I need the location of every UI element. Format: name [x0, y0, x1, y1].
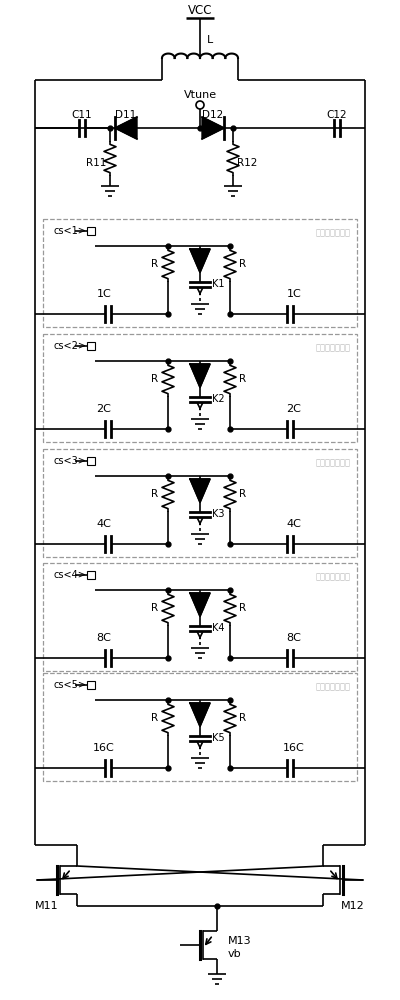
Text: R: R: [240, 489, 246, 499]
Text: 8C: 8C: [96, 633, 112, 643]
Text: Vtune: Vtune: [184, 90, 216, 100]
Text: R: R: [240, 374, 246, 384]
Text: 第四组电容开关: 第四组电容开关: [316, 572, 350, 582]
Text: 第五组电容开关: 第五组电容开关: [316, 682, 350, 692]
Text: R: R: [240, 259, 246, 269]
Polygon shape: [190, 479, 210, 502]
Text: K5: K5: [212, 733, 224, 743]
Text: R: R: [152, 489, 158, 499]
Text: K1: K1: [212, 279, 224, 289]
Text: cs<2>: cs<2>: [53, 341, 86, 351]
Text: M13: M13: [228, 936, 252, 946]
Text: R: R: [240, 713, 246, 723]
FancyBboxPatch shape: [87, 342, 95, 350]
FancyBboxPatch shape: [87, 456, 95, 464]
Text: K3: K3: [212, 509, 224, 519]
Text: 1C: 1C: [287, 289, 301, 299]
Text: R: R: [152, 603, 158, 613]
Text: cs<3>: cs<3>: [53, 456, 86, 466]
Text: L: L: [207, 35, 213, 45]
Text: R12: R12: [237, 158, 257, 168]
Text: vb: vb: [228, 949, 242, 959]
Text: C12: C12: [327, 110, 347, 120]
Polygon shape: [115, 117, 137, 139]
Text: 第三组电容开关: 第三组电容开关: [316, 458, 350, 468]
FancyBboxPatch shape: [87, 570, 95, 578]
Text: R: R: [152, 713, 158, 723]
Text: 16C: 16C: [93, 743, 115, 753]
Text: R: R: [152, 374, 158, 384]
Text: K2: K2: [212, 394, 224, 404]
Text: cs<4>: cs<4>: [53, 570, 86, 580]
Text: VCC: VCC: [188, 3, 212, 16]
Text: R11: R11: [86, 158, 106, 168]
Text: R: R: [240, 603, 246, 613]
Text: C11: C11: [72, 110, 92, 120]
Text: M11: M11: [35, 901, 59, 911]
Polygon shape: [202, 117, 224, 139]
Text: M12: M12: [341, 901, 365, 911]
Text: 第一组电容开关: 第一组电容开关: [316, 229, 350, 237]
FancyBboxPatch shape: [87, 680, 95, 688]
Text: 2C: 2C: [286, 404, 302, 414]
Polygon shape: [190, 249, 210, 272]
Text: 第二组电容开关: 第二组电容开关: [316, 344, 350, 353]
FancyBboxPatch shape: [87, 227, 95, 234]
Polygon shape: [190, 703, 210, 726]
Text: cs<5>: cs<5>: [53, 680, 86, 690]
Text: 4C: 4C: [96, 519, 112, 529]
Text: D12: D12: [202, 110, 224, 120]
Text: D11: D11: [115, 110, 137, 120]
Text: cs<1>: cs<1>: [53, 226, 86, 236]
Text: 16C: 16C: [283, 743, 305, 753]
Text: 8C: 8C: [286, 633, 302, 643]
Text: 2C: 2C: [96, 404, 112, 414]
Polygon shape: [190, 593, 210, 616]
Text: K4: K4: [212, 623, 224, 633]
Text: 1C: 1C: [97, 289, 111, 299]
Text: 4C: 4C: [286, 519, 302, 529]
Text: R: R: [152, 259, 158, 269]
Polygon shape: [190, 364, 210, 387]
